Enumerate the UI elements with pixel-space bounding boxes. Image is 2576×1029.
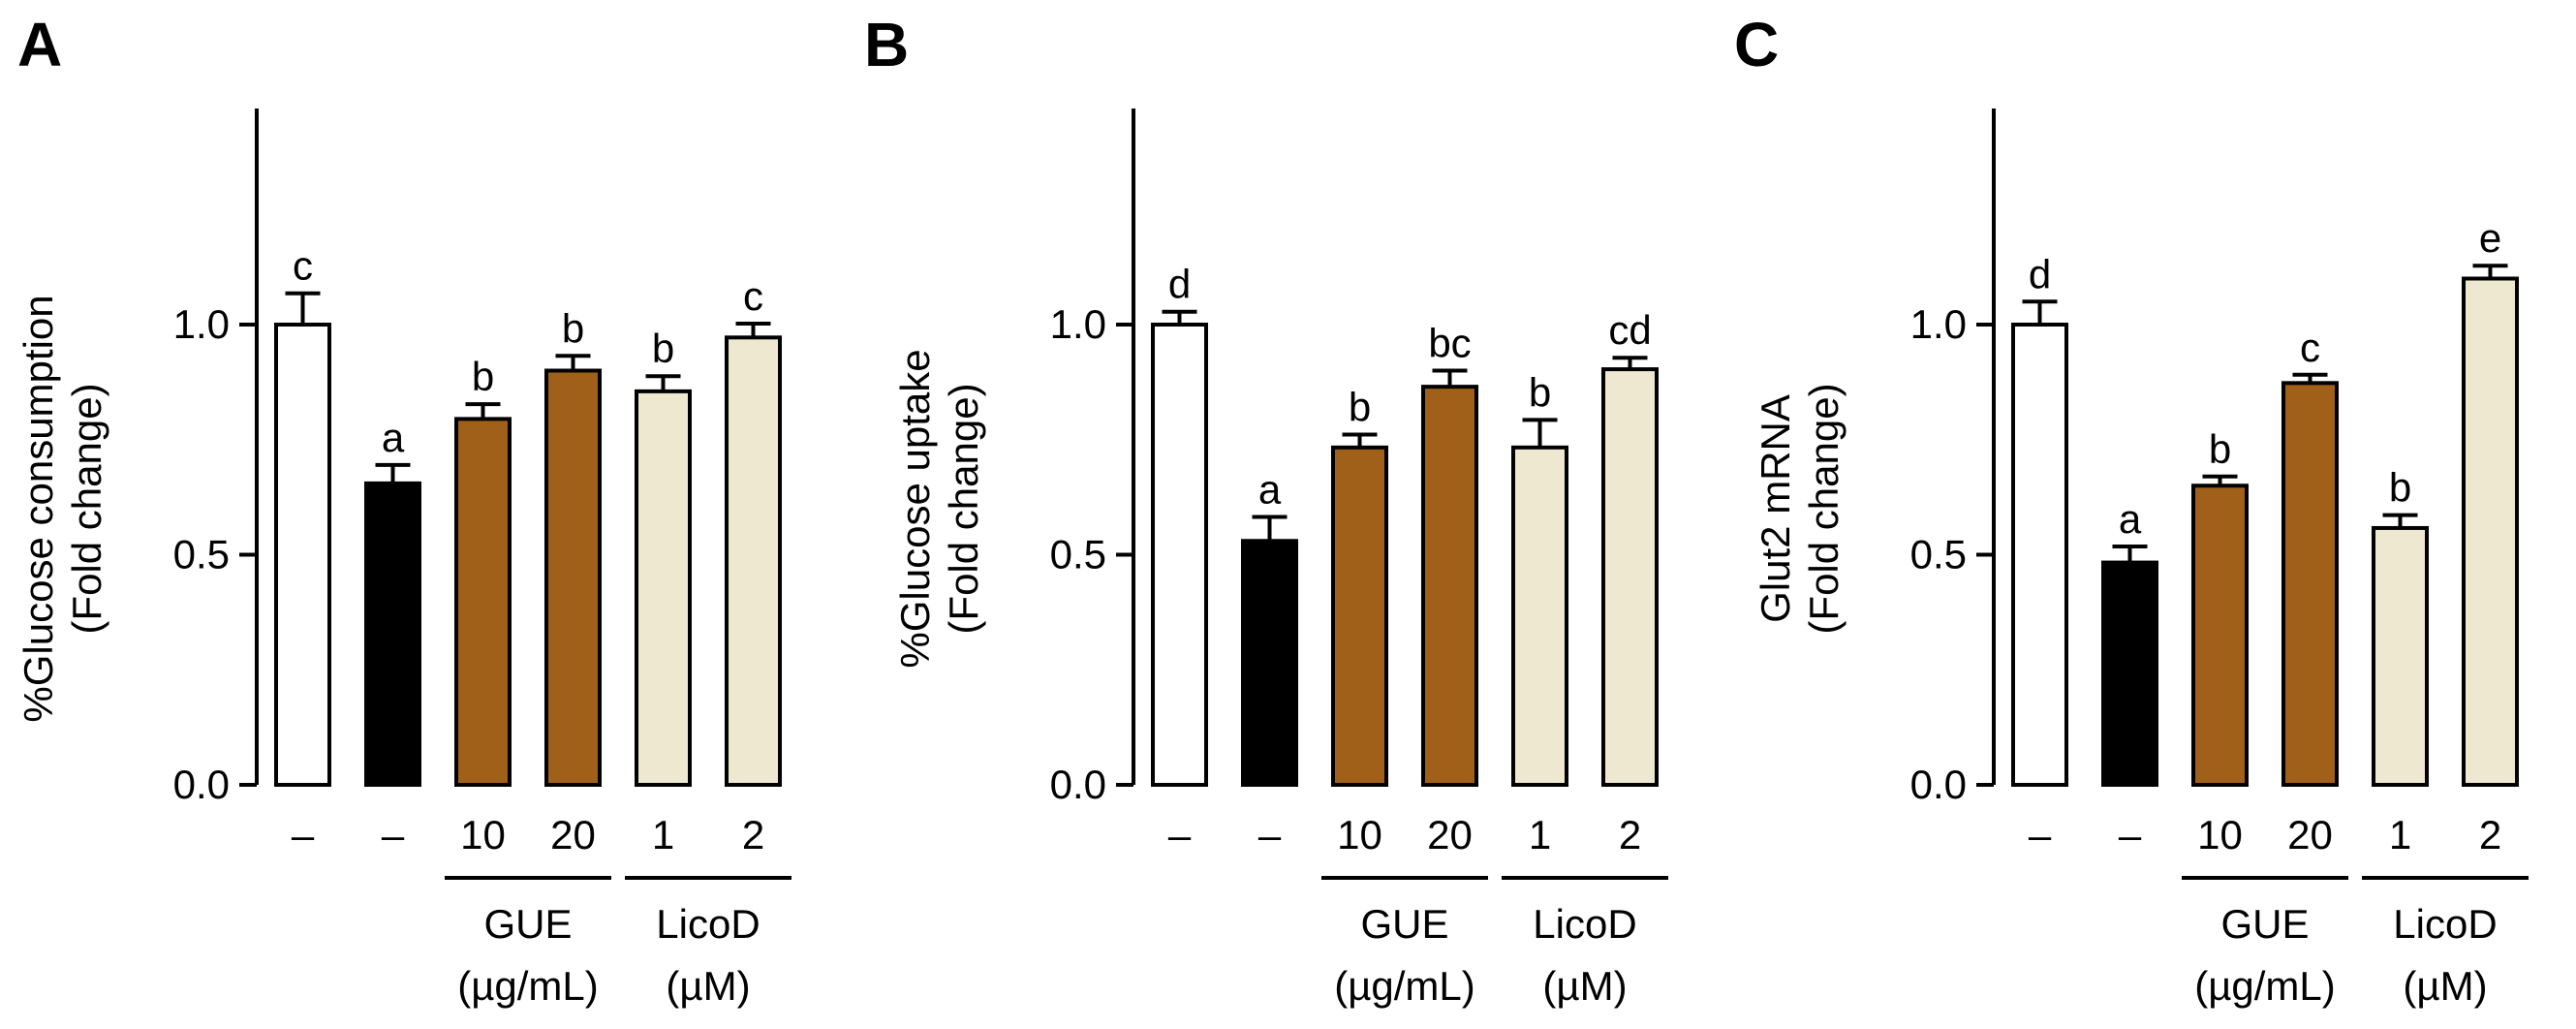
- significance-label: d: [2029, 251, 2051, 296]
- group-name-label: LicoD: [2393, 901, 2497, 947]
- bar-1: [2011, 323, 2068, 787]
- y-tick-label: 1.0: [1050, 301, 1106, 347]
- y-tick-label: 1.0: [173, 301, 230, 347]
- group-name-label: LicoD: [656, 901, 760, 947]
- y-axis-label-line: (Fold change): [941, 383, 986, 634]
- x-category-label: 10: [460, 812, 506, 858]
- significance-label: b: [1529, 369, 1551, 415]
- significance-label: a: [382, 415, 405, 460]
- y-tick-label: 0.0: [1910, 762, 1967, 807]
- panel-letter: B: [864, 10, 909, 79]
- bar-5: [635, 389, 692, 787]
- significance-label: cd: [1608, 307, 1651, 353]
- significance-label: b: [2389, 465, 2411, 511]
- bar-2: [364, 481, 421, 787]
- x-category-label: 10: [2197, 812, 2243, 858]
- significance-label: a: [1258, 467, 1282, 513]
- x-category-label: –: [292, 812, 315, 858]
- significance-label: b: [1349, 385, 1371, 430]
- bar-1: [274, 323, 331, 787]
- group-unit-label: (µM): [666, 963, 750, 1009]
- x-category-label: 20: [2287, 812, 2333, 858]
- panel-letter: C: [1734, 10, 1779, 79]
- x-category-label: 1: [2389, 812, 2411, 858]
- bar-3: [454, 417, 512, 787]
- group-name-label: GUE: [2220, 901, 2309, 947]
- x-category-label: 10: [1337, 812, 1382, 858]
- y-tick-label: 0.5: [1910, 532, 1967, 577]
- y-tick-label: 1.0: [1910, 301, 1967, 347]
- bar-2: [2101, 560, 2158, 788]
- bar-6: [1601, 367, 1659, 787]
- bar-5: [1511, 445, 1568, 787]
- bar-5: [2372, 525, 2429, 787]
- y-axis-label: Glut2 mRNA (Fold change): [1753, 383, 1847, 634]
- group-unit-label: (µg/mL): [2194, 963, 2336, 1009]
- group-name-label: LicoD: [1533, 901, 1636, 947]
- group-name-label: GUE: [483, 901, 572, 947]
- x-category-label: –: [1168, 812, 1192, 858]
- bar-1: [1151, 323, 1208, 787]
- y-tick-label: 0.0: [173, 762, 230, 807]
- group-unit-label: (µM): [2403, 963, 2487, 1009]
- y-axis-label-line: %Glucose consumption: [16, 295, 61, 722]
- group-name-label: GUE: [1360, 901, 1448, 947]
- x-category-label: 2: [1619, 812, 1641, 858]
- significance-label: c: [743, 273, 763, 319]
- bar-4: [544, 368, 602, 787]
- y-axis-label-line: %Glucose uptake: [892, 349, 938, 668]
- significance-label: bc: [1428, 321, 1471, 366]
- group-unit-label: (µg/mL): [1334, 963, 1475, 1009]
- x-category-label: –: [2119, 812, 2142, 858]
- y-tick-label: 0.5: [1050, 532, 1106, 577]
- y-axis-label-line: Glut2 mRNA: [1753, 394, 1798, 623]
- y-tick-label: 0.5: [173, 532, 230, 577]
- y-axis-label-line: (Fold change): [64, 383, 109, 634]
- panel-a: A 0.0 0.5 1.0 %Glucose consumption (Fold chan…: [16, 10, 791, 1009]
- bar-4: [2281, 381, 2339, 787]
- panel-b: B 0.0 0.5 1.0 %Glucose uptake (Fold change) d –…: [864, 10, 1668, 1009]
- y-axis-label-line: (Fold change): [1801, 383, 1847, 634]
- y-axis-label: %Glucose consumption (Fold change): [16, 295, 109, 722]
- significance-label: b: [2209, 426, 2231, 472]
- significance-label: b: [652, 326, 674, 371]
- bar-3: [1331, 445, 1388, 787]
- bar-6: [725, 335, 782, 787]
- panel-letter: A: [17, 10, 62, 79]
- x-category-label: –: [1258, 812, 1282, 858]
- x-category-label: –: [2029, 812, 2052, 858]
- bar-6: [2462, 276, 2519, 787]
- significance-label: c: [2300, 325, 2320, 370]
- x-category-label: 1: [652, 812, 674, 858]
- panel-c: C 0.0 0.5 1.0 Glut2 mRNA (Fold change) d – a – b 10…: [1734, 10, 2529, 1009]
- y-axis-label: %Glucose uptake (Fold change): [892, 349, 986, 668]
- group-unit-label: (µM): [1542, 963, 1627, 1009]
- x-category-label: –: [382, 812, 405, 858]
- bar-2: [1241, 539, 1298, 787]
- significance-label: d: [1168, 262, 1191, 307]
- significance-label: b: [562, 305, 584, 351]
- bar-3: [2191, 483, 2249, 787]
- significance-label: e: [2479, 215, 2501, 261]
- x-category-label: 20: [550, 812, 596, 858]
- x-category-label: 2: [2479, 812, 2501, 858]
- bar-4: [1421, 385, 1478, 787]
- y-tick-label: 0.0: [1050, 762, 1106, 807]
- x-category-label: 2: [742, 812, 764, 858]
- significance-label: a: [2119, 496, 2142, 542]
- x-category-label: 1: [1529, 812, 1551, 858]
- significance-label: b: [472, 354, 494, 399]
- significance-label: c: [293, 243, 313, 289]
- group-unit-label: (µg/mL): [457, 963, 599, 1009]
- x-category-label: 20: [1427, 812, 1473, 858]
